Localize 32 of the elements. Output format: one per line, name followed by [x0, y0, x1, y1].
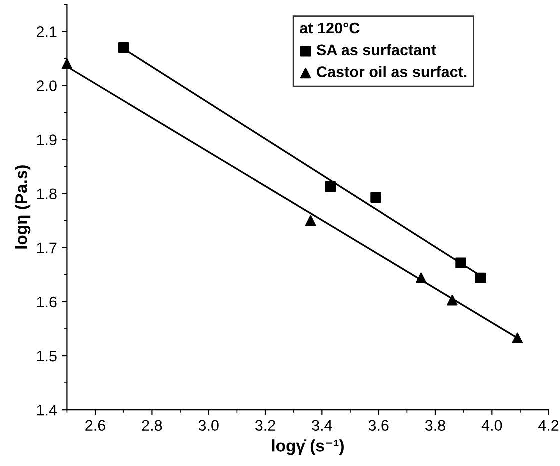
y-axis-title: logη (Pa.s) — [15, 166, 31, 249]
y-tick-label: 1.5 — [37, 351, 57, 362]
y-tick-label: 2.0 — [37, 80, 57, 92]
y-tick-label: 1.4 — [37, 405, 58, 416]
y-tick-label: 1.6 — [37, 296, 57, 308]
point — [512, 332, 523, 344]
y-tick-label: 2.1 — [37, 26, 57, 38]
legend-label: Castor oil as surfact. — [317, 66, 467, 78]
point — [305, 216, 316, 226]
y-tick-label: 1.7 — [37, 242, 57, 254]
x-tick-label: 3.4 — [312, 420, 332, 432]
x-axis-title: logγ̇ (s⁻¹) — [272, 440, 344, 456]
point — [447, 294, 458, 306]
point — [62, 58, 73, 70]
point — [325, 181, 336, 192]
point — [456, 258, 466, 268]
x-tick-label: 4.2 — [538, 420, 559, 431]
point — [416, 272, 427, 284]
point — [475, 272, 486, 284]
x-tick-label: 3.2 — [255, 420, 276, 432]
x-tick-label: 3.0 — [198, 420, 219, 432]
y-tick-label: 1.9 — [37, 134, 57, 146]
y-tick-label: 1.8 — [37, 188, 57, 200]
legend-label: SA as surfactant — [316, 44, 436, 56]
point — [370, 192, 382, 203]
point — [118, 42, 130, 54]
x-tick-label: 3.8 — [425, 420, 446, 432]
x-tick-label: 2.6 — [86, 420, 106, 432]
x-tick-label: 2.8 — [142, 420, 162, 432]
x-tick-label: 3.6 — [368, 420, 389, 432]
legend-title: at 120°C — [300, 22, 360, 34]
x-tick-label: 4.0 — [482, 420, 502, 432]
